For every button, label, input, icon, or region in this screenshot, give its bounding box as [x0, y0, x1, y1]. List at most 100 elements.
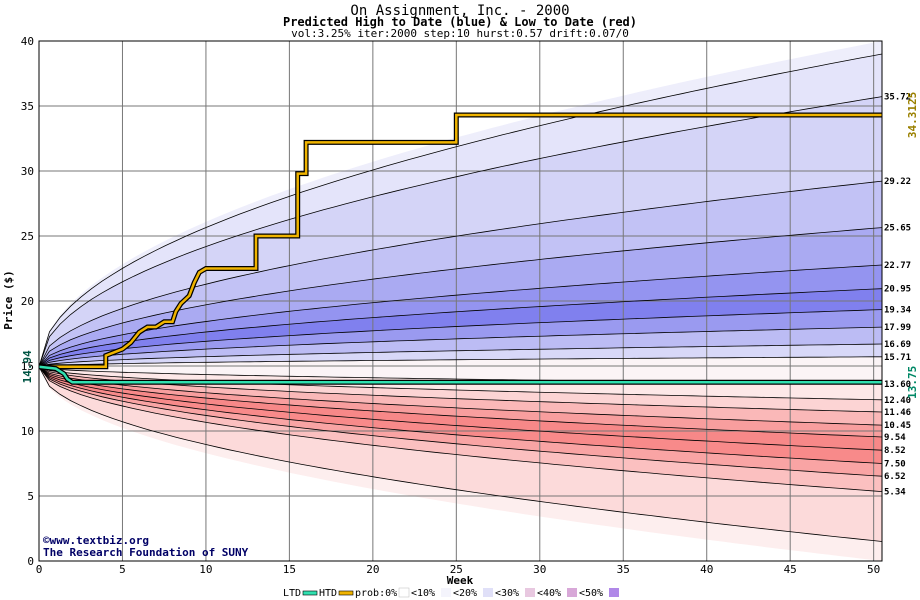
percentile-curve: [38, 366, 883, 451]
percentile-curve: [38, 366, 883, 438]
percentile-end-label: 11.46: [884, 408, 911, 418]
percentile-curve: [38, 326, 883, 368]
upper-band-3: [39, 181, 882, 367]
percentile-curve: [38, 366, 883, 542]
percentile-end-label: 16.69: [884, 340, 911, 350]
upper-band-4: [39, 227, 882, 367]
y-axis-label: Price ($): [2, 270, 15, 330]
legend: LTD HTD prob:0% <10% <20% <30% <40% <50%: [283, 587, 619, 599]
legend-htd-swatch: [338, 590, 354, 596]
y-tick-label: 40: [21, 35, 34, 48]
percentile-end-label: 29.22: [884, 177, 911, 187]
upper-band-6: [39, 288, 882, 367]
lower-band-3: [39, 366, 882, 437]
lower-band-7: [39, 366, 882, 492]
x-axis-label: Week: [447, 574, 474, 587]
percentile-end-label: 7.50: [884, 460, 906, 470]
x-tick-label: 50: [867, 563, 880, 576]
x-tick-label: 5: [119, 563, 126, 576]
lower-band-2: [39, 366, 882, 426]
upper-band-5: [39, 265, 882, 367]
start-price-label: 14.94: [21, 350, 34, 383]
x-tick-label: 35: [617, 563, 630, 576]
y-tick-label: 0: [27, 555, 34, 568]
percentile-curve: [38, 96, 883, 367]
percentile-end-label: 20.95: [884, 285, 911, 295]
percentile-curve: [38, 180, 883, 367]
high-to-date-label: 34.3125: [906, 92, 919, 138]
percentile-end-label: 25.65: [884, 224, 911, 234]
htd-line: [39, 113, 882, 369]
percentile-end-label: 5.34: [884, 488, 906, 498]
percentile-curves: [38, 53, 883, 542]
legend-ltd-swatch: [302, 590, 318, 596]
percentile-curve: [38, 343, 883, 368]
upper-band-1: [39, 54, 882, 367]
legend-text: <40%: [537, 588, 561, 599]
upper-band-8: [39, 327, 882, 367]
x-tick-label: 10: [199, 563, 212, 576]
percentile-end-label: 8.52: [884, 446, 906, 456]
legend-text: <20%: [453, 588, 477, 599]
x-tick-label: 15: [283, 563, 296, 576]
percentile-end-label: 6.52: [884, 472, 906, 482]
percentile-end-labels: 35.72 29.22 25.65 22.77 20.95 19.34 17.99 16.69…: [884, 93, 912, 498]
percentile-end-label: 15.71: [884, 353, 911, 363]
legend-text: <50%: [579, 588, 603, 599]
lower-band-8: [39, 366, 882, 542]
plot-frame: [38, 40, 883, 562]
legend-bin-swatch: [441, 588, 451, 597]
percentile-end-label: 10.45: [884, 421, 911, 431]
legend-bin-swatch: [609, 588, 619, 597]
percentile-end-label: 13.60: [884, 380, 911, 390]
x-tick-label: 45: [784, 563, 797, 576]
chart-title: On Assignment, Inc. - 2000: [350, 3, 569, 19]
percentile-curve: [38, 366, 883, 464]
percentile-curve: [38, 264, 883, 368]
x-tick-label: 20: [366, 563, 379, 576]
chart-subtitle: Predicted High to Date (blue) & Low to D…: [283, 15, 637, 29]
y-tick-label: 20: [21, 295, 34, 308]
legend-text: <10%: [411, 588, 435, 599]
percentile-end-label: 22.77: [884, 261, 911, 271]
y-tick-label: 10: [21, 425, 34, 438]
lower-band-4: [39, 366, 882, 451]
percentile-end-label: 12.40: [884, 396, 911, 406]
ltd-line: [38, 365, 882, 384]
percentile-curve: [38, 356, 882, 368]
median-band: [39, 356, 882, 385]
x-tick-label: 40: [700, 563, 713, 576]
lower-band-6: [39, 366, 882, 477]
chart-params: vol:3.25% iter:2000 step:10 hurst:0.57 d…: [291, 27, 629, 40]
x-tick-label: 0: [36, 563, 43, 576]
legend-text: <30%: [495, 588, 519, 599]
legend-bin-swatch: [483, 588, 493, 597]
percentile-curve: [38, 309, 883, 368]
x-tick-labels: 0 5 10 15 20 25 30 35 40 45 50: [36, 563, 881, 576]
probability-bands: [39, 41, 882, 561]
upper-band-7: [39, 309, 882, 367]
percentile-curve: [38, 288, 883, 368]
y-tick-label: 15: [21, 360, 34, 373]
percentile-curve: [38, 366, 883, 413]
legend-bin-swatch: [398, 587, 410, 598]
percentile-curve: [38, 366, 883, 426]
percentile-end-label: 17.99: [884, 323, 911, 333]
upper-band-9: [39, 344, 882, 367]
y-tick-label: 30: [21, 165, 34, 178]
credit-line-2: The Research Foundation of SUNY: [43, 546, 249, 559]
to-date-series: [38, 112, 882, 385]
percentile-curve: [38, 53, 883, 367]
y-tick-label: 5: [27, 490, 34, 503]
x-tick-label: 30: [533, 563, 546, 576]
legend-text: LTD: [283, 588, 301, 599]
credit-line-1: ©www.textbiz.org: [43, 534, 149, 547]
legend-bin-swatch: [567, 588, 577, 597]
lower-band-9: [39, 366, 882, 561]
y-tick-labels: 0 5 10 15 20 25 30 35 40: [21, 35, 34, 568]
percentile-end-label: 35.72: [884, 93, 911, 103]
upper-band-2: [39, 96, 882, 367]
x-tick-label: 25: [450, 563, 463, 576]
legend-bin-swatch: [525, 588, 535, 597]
